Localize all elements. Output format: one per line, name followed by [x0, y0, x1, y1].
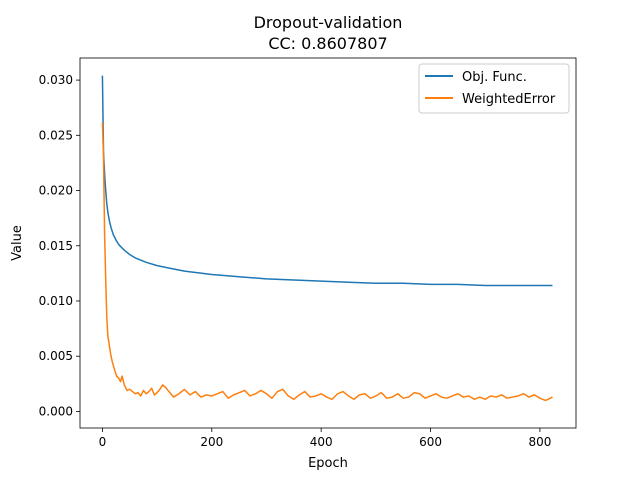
- x-axis-label: Epoch: [308, 456, 348, 471]
- legend: Obj. Func. WeightedError: [418, 63, 570, 114]
- lines-layer: [101, 75, 553, 402]
- y-tick-label: 0.020: [39, 184, 73, 198]
- y-tick-label: 0.010: [39, 294, 73, 308]
- y-tick-label: 0.025: [39, 128, 73, 142]
- y-axis-label: Value: [10, 225, 25, 261]
- legend-box: [418, 63, 570, 114]
- y-ticks: 0.000 0.005 0.010 0.015 0.020 0.025 0.030: [39, 73, 80, 418]
- series-line-obj-func: [101, 75, 553, 287]
- y-tick-label: 0.015: [39, 239, 73, 253]
- x-tick-label: 800: [528, 435, 551, 449]
- y-tick-label: 0.030: [39, 73, 73, 87]
- chart-title: Dropout-validation: [254, 13, 403, 32]
- series-line-weightederror: [101, 122, 553, 402]
- y-tick-label: 0.000: [39, 404, 73, 418]
- x-ticks: 0 200 400 600 800: [99, 428, 551, 449]
- x-tick-label: 200: [200, 435, 223, 449]
- legend-label-obj-func: Obj. Func.: [462, 70, 527, 85]
- plot-area: [79, 57, 577, 429]
- y-tick-label: 0.005: [39, 349, 73, 363]
- x-tick-label: 400: [310, 435, 333, 449]
- x-tick-label: 600: [419, 435, 442, 449]
- legend-label-weighted-error: WeightedError: [462, 92, 556, 107]
- x-tick-label: 0: [99, 435, 107, 449]
- axes-frame: [79, 57, 577, 429]
- chart-subtitle: CC: 0.8607807: [268, 34, 387, 53]
